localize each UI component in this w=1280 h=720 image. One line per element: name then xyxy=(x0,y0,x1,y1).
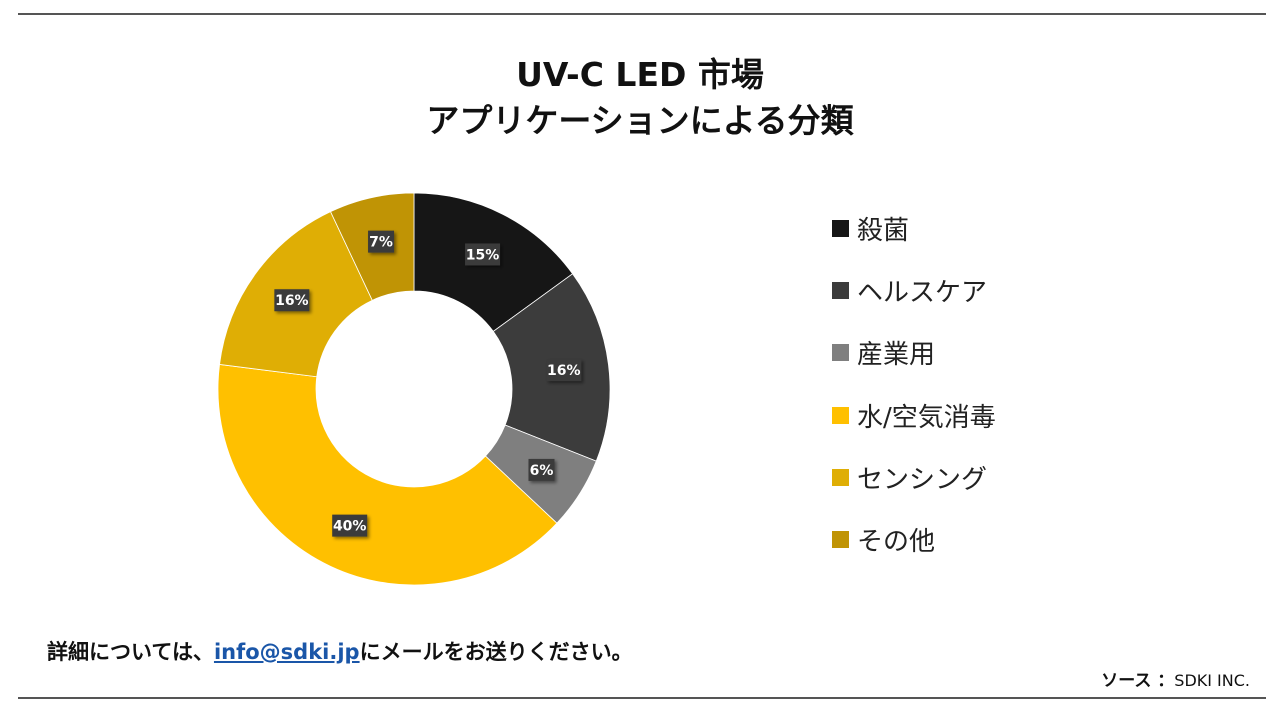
legend-item-6: その他 xyxy=(832,520,996,560)
data-label-5: 16% xyxy=(274,289,310,312)
bottom-rule xyxy=(18,697,1266,699)
source-credit: ソース ：SDKI INC. xyxy=(1101,666,1250,691)
legend-swatch xyxy=(832,469,849,487)
slice-4 xyxy=(217,363,558,586)
legend-item-5: センシング xyxy=(832,458,996,498)
data-label-4: 40% xyxy=(332,514,368,537)
legend: 殺菌ヘルスケア産業用水/空気消毒 センシングその他 xyxy=(832,208,996,582)
source-label: ソース ： xyxy=(1101,671,1175,691)
chart-title: UV-C LED 市場 アプリケーションによる分類 xyxy=(0,52,1280,144)
legend-swatch xyxy=(832,406,849,424)
chart-title-line2: アプリケーションによる分類 xyxy=(426,101,854,140)
legend-swatch xyxy=(832,219,849,237)
legend-item-3: 産業用 xyxy=(832,333,996,373)
data-label-text-2: 16% xyxy=(547,363,581,379)
slices-group xyxy=(217,192,611,586)
contact-suffix: にメールをお送りください。 xyxy=(359,640,633,664)
contact-prefix: 詳細については、 xyxy=(47,640,214,664)
legend-label: センシング xyxy=(857,465,988,496)
data-label-1: 15% xyxy=(465,243,501,266)
chart-title-line1: UV-C LED 市場 xyxy=(516,55,764,94)
contact-note: 詳細については、info@sdki.jpにメールをお送りください。 xyxy=(47,636,633,666)
legend-label: 水/空気消毒 xyxy=(857,402,996,433)
data-label-text-4: 40% xyxy=(333,519,367,535)
data-label-text-5: 16% xyxy=(275,293,309,309)
legend-item-4: 水/空気消毒 xyxy=(832,395,996,435)
legend-label: 殺菌 xyxy=(857,215,910,246)
data-label-2: 16% xyxy=(546,359,582,382)
legend-swatch xyxy=(832,281,849,299)
legend-label: 産業用 xyxy=(857,340,936,371)
legend-label: その他 xyxy=(857,527,936,558)
source-value: SDKI INC. xyxy=(1174,671,1250,690)
data-label-text-6: 7% xyxy=(369,235,393,251)
data-label-6: 7% xyxy=(368,230,395,253)
legend-swatch xyxy=(832,531,849,549)
data-label-3: 6% xyxy=(528,458,555,481)
labels-group: 15% 16% 6% 40% 16% 7% xyxy=(274,230,582,537)
data-label-text-3: 6% xyxy=(530,463,554,479)
legend-swatch xyxy=(832,344,849,362)
data-label-text-1: 15% xyxy=(466,247,500,263)
legend-item-1: 殺菌 xyxy=(832,208,996,248)
legend-item-2: ヘルスケア xyxy=(832,270,996,310)
email-link[interactable]: info@sdki.jp xyxy=(213,640,360,664)
legend-label: ヘルスケア xyxy=(857,277,988,308)
top-rule xyxy=(18,13,1266,15)
